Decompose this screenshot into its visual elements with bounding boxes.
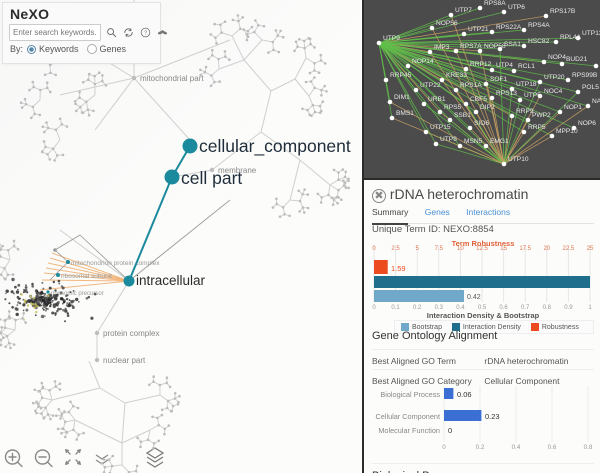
svg-text:EMG1: EMG1: [490, 138, 509, 145]
svg-text:?: ?: [144, 30, 147, 36]
svg-text:7.5: 7.5: [435, 246, 444, 252]
svg-text:UTP13: UTP13: [582, 30, 600, 37]
svg-text:cell part: cell part: [181, 168, 242, 188]
svg-text:SIO6: SIO6: [474, 120, 489, 127]
svg-text:UTP7: UTP7: [455, 7, 472, 14]
svg-text:15: 15: [500, 246, 507, 252]
svg-text:RRP5: RRP5: [528, 124, 546, 131]
svg-text:RRP45: RRP45: [390, 72, 412, 79]
svg-text:mitochondrial part: mitochondrial part: [140, 74, 204, 83]
svg-text:UTP21: UTP21: [468, 26, 489, 33]
svg-text:UTP5: UTP5: [524, 92, 541, 99]
svg-text:Molecular Function: Molecular Function: [378, 426, 440, 435]
svg-text:KRE33: KRE33: [446, 72, 467, 79]
svg-text:UTP4: UTP4: [496, 62, 513, 69]
svg-text:UTP10: UTP10: [508, 156, 529, 163]
svg-text:2.5: 2.5: [391, 246, 400, 252]
svg-text:RPS5: RPS5: [444, 104, 462, 111]
svg-text:NOP58: NOP58: [484, 43, 506, 50]
svg-text:UTP22: UTP22: [420, 82, 441, 89]
svg-text:mitochondrion protein complex: mitochondrion protein complex: [71, 260, 160, 267]
svg-text:RPL4A: RPL4A: [560, 34, 581, 41]
svg-text:nuclear part: nuclear part: [103, 356, 146, 365]
svg-text:UTP20: UTP20: [544, 74, 565, 81]
svg-text:25: 25: [587, 246, 594, 252]
svg-text:ribosomal subunit: ribosomal subunit: [61, 273, 112, 280]
svg-text:RPS22A: RPS22A: [496, 24, 522, 31]
svg-text:17.5: 17.5: [519, 246, 531, 252]
svg-text:RPS13: RPS13: [496, 90, 517, 97]
svg-text:DIM1: DIM1: [394, 94, 410, 101]
svg-text:NOP1: NOP1: [564, 104, 582, 111]
svg-text:0.4: 0.4: [512, 444, 521, 451]
svg-text:22.5: 22.5: [563, 246, 575, 252]
svg-text:DIP2: DIP2: [480, 104, 495, 111]
svg-text:CBF5: CBF5: [470, 96, 487, 103]
svg-text:cellular_component: cellular_component: [199, 136, 351, 157]
svg-text:MPP10: MPP10: [556, 128, 578, 135]
svg-text:1.59: 1.59: [391, 264, 406, 273]
svg-text:RPS17B: RPS17B: [550, 8, 576, 15]
svg-text:RPS4A: RPS4A: [528, 22, 550, 29]
svg-text:NAN1: NAN1: [592, 98, 600, 105]
svg-text:BUD21: BUD21: [566, 56, 588, 63]
svg-text:UTP6: UTP6: [508, 4, 525, 11]
svg-text:0: 0: [442, 444, 446, 451]
svg-text:12.5: 12.5: [476, 246, 488, 252]
svg-text:UTP15: UTP15: [430, 124, 451, 131]
svg-text:POL5: POL5: [582, 84, 599, 91]
svg-text:intracellular: intracellular: [136, 273, 206, 288]
svg-text:20: 20: [543, 246, 550, 252]
svg-text:0.8: 0.8: [584, 444, 593, 451]
svg-text:0.23: 0.23: [485, 412, 500, 421]
svg-text:SSA1: SSA1: [504, 41, 521, 48]
svg-text:UTP9: UTP9: [383, 35, 400, 42]
svg-text:NOP56: NOP56: [436, 20, 458, 27]
svg-text:RPS99B: RPS99B: [572, 72, 598, 79]
svg-text:UTP8: UTP8: [440, 136, 457, 143]
svg-text:NOP14: NOP14: [412, 58, 434, 65]
svg-text:HSC82: HSC82: [528, 38, 550, 45]
svg-text:NOP6: NOP6: [578, 120, 596, 127]
svg-text:MSN5: MSN5: [464, 138, 483, 145]
svg-text:NOP4: NOP4: [548, 54, 566, 61]
svg-text:RRP12: RRP12: [470, 61, 492, 68]
svg-text:RPS8A: RPS8A: [484, 0, 506, 7]
svg-text:Biological Process: Biological Process: [380, 390, 440, 399]
svg-text:RPS7A: RPS7A: [460, 43, 482, 50]
svg-text:0: 0: [448, 426, 452, 435]
svg-text:0.42: 0.42: [467, 294, 481, 301]
svg-text:RCL1: RCL1: [518, 63, 535, 70]
svg-text:10: 10: [457, 246, 464, 252]
svg-text:IMP3: IMP3: [434, 44, 450, 51]
svg-text:0.2: 0.2: [476, 444, 485, 451]
svg-text:0.6: 0.6: [548, 444, 557, 451]
svg-text:Cellular Component: Cellular Component: [376, 412, 441, 421]
svg-text:0.06: 0.06: [457, 390, 472, 399]
svg-text:NOC4: NOC4: [544, 88, 563, 95]
svg-text:SOF1: SOF1: [490, 76, 508, 83]
svg-text:BMS1: BMS1: [396, 110, 414, 117]
svg-text:protein complex: protein complex: [103, 329, 159, 338]
svg-text:5: 5: [416, 246, 420, 252]
svg-text:0: 0: [372, 246, 376, 252]
svg-text:URB1: URB1: [428, 96, 446, 103]
svg-text:UTP18: UTP18: [516, 81, 537, 88]
svg-text:RPS1A: RPS1A: [460, 82, 482, 89]
svg-text:PWP2: PWP2: [532, 112, 551, 119]
svg-text:SSB1: SSB1: [454, 112, 471, 119]
